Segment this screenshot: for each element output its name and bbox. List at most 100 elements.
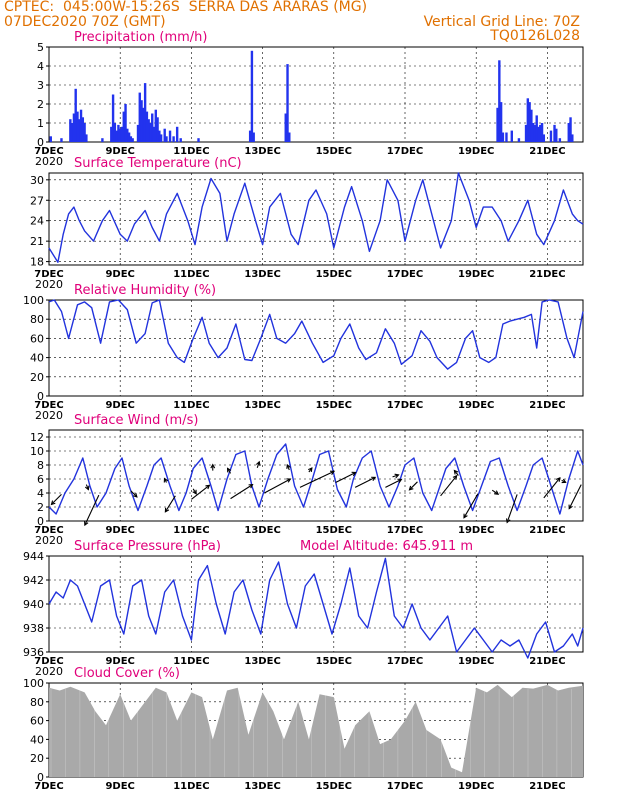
wind-arrow	[543, 477, 561, 499]
x-tick-label: 9DEC	[105, 400, 134, 411]
precip-bar	[163, 128, 166, 142]
precip-bar	[499, 102, 503, 142]
precip-bar	[124, 104, 127, 142]
x-tick-label: 13DEC	[244, 781, 280, 792]
x-tick-label: 19DEC	[458, 269, 494, 280]
wind-arrowhead	[371, 476, 377, 481]
precip-bar	[567, 123, 570, 142]
precip-bar	[147, 119, 150, 142]
wind-arrow	[506, 494, 518, 523]
series-line	[48, 299, 584, 370]
x-tick-label: 7DEC	[34, 146, 63, 157]
panel-frame	[48, 429, 584, 522]
precip-bar	[172, 136, 175, 142]
precip-bar	[110, 126, 113, 142]
x-tick-label: 11DEC	[173, 656, 209, 667]
x-tick-label: 15DEC	[316, 146, 352, 157]
wind-arrow	[568, 484, 582, 509]
wind-arrow	[264, 478, 291, 494]
precip-bar	[175, 126, 179, 142]
wind-arrowhead	[394, 473, 400, 479]
y-tick-label: 20	[30, 752, 44, 765]
precip-bar	[136, 124, 140, 142]
wind-arrow	[491, 489, 499, 495]
precip-bar	[69, 119, 72, 142]
wind-arrowhead	[248, 483, 254, 489]
header-station-line: CPTEC: 045:00W-15:26S SERRA DAS ARARAS (…	[4, 0, 368, 15]
y-tick-label: 944	[23, 550, 44, 563]
precip-bar	[498, 60, 501, 142]
precip-bar	[571, 134, 574, 142]
x-tick-label: 17DEC	[387, 400, 423, 411]
precip-bar	[145, 111, 149, 142]
y-tick-label: 24	[30, 215, 44, 228]
y-tick-label: 938	[23, 622, 44, 635]
wind-arrowhead	[561, 478, 567, 484]
y-tick-label: 940	[23, 598, 44, 611]
precip-bar	[250, 50, 254, 142]
precip-bar	[126, 128, 129, 142]
x-tick-label: 15DEC	[316, 269, 352, 280]
precip-bar	[142, 107, 145, 142]
wind-arrowhead	[163, 477, 169, 483]
y-tick-label: 4	[37, 60, 44, 73]
y-tick-label: 40	[30, 352, 44, 365]
precip-bar	[496, 107, 499, 142]
x-tick-label: 19DEC	[458, 781, 494, 792]
y-tick-label: 6	[37, 473, 44, 486]
precip-bar	[165, 136, 168, 142]
wind-arrow	[51, 494, 62, 505]
panel-annotation: Model Altitude: 645.911 m	[300, 539, 473, 554]
y-tick-label: 40	[30, 733, 44, 746]
x-tick-label: 13DEC	[244, 525, 280, 536]
y-tick-label: 100	[23, 294, 44, 307]
header-grid-line: Vertical Grid Line: 70Z	[423, 14, 580, 30]
header-model-id: TQ0126L028	[490, 28, 580, 44]
precip-bar	[505, 132, 508, 142]
x-tick-label: 13DEC	[244, 400, 280, 411]
x-tick-label: 19DEC	[458, 525, 494, 536]
precip-bar	[535, 115, 538, 142]
wind-arrow	[230, 484, 253, 500]
x-year-label: 2020	[35, 534, 63, 547]
series-line	[48, 172, 584, 263]
y-tick-label: 27	[30, 194, 44, 207]
y-tick-label: 3	[37, 79, 44, 92]
wind-arrowhead	[463, 513, 468, 519]
panel-frame	[48, 172, 584, 266]
x-tick-label: 7DEC	[34, 781, 63, 792]
precip-bar	[539, 124, 542, 142]
precip-bar	[533, 124, 537, 142]
y-tick-label: 20	[30, 371, 44, 384]
precip-bar	[152, 126, 156, 142]
x-tick-label: 15DEC	[316, 525, 352, 536]
precip-bar	[531, 123, 535, 142]
precip-bar	[78, 119, 81, 142]
x-tick-label: 7DEC	[34, 525, 63, 536]
x-tick-label: 9DEC	[105, 146, 134, 157]
x-year-label: 2020	[35, 409, 63, 422]
precip-bar	[140, 100, 143, 142]
x-tick-label: 17DEC	[387, 781, 423, 792]
precip-bar	[537, 126, 540, 142]
wind-arrowhead	[192, 489, 197, 495]
panel-title: Surface Pressure (hPa)	[74, 539, 221, 554]
x-tick-label: 11DEC	[173, 400, 209, 411]
precip-bar	[85, 134, 88, 142]
precip-bar	[49, 136, 52, 142]
precip-bar	[179, 138, 182, 142]
precip-bar	[151, 113, 154, 142]
wind-arrow	[335, 472, 356, 483]
wind-arrowhead	[329, 470, 336, 475]
x-tick-label: 9DEC	[105, 781, 134, 792]
x-tick-label: 17DEC	[387, 146, 423, 157]
wind-arrowhead	[505, 518, 511, 524]
precip-bar	[129, 136, 133, 142]
y-tick-label: 942	[23, 574, 44, 587]
wind-arrowhead	[286, 478, 292, 483]
x-tick-label: 13DEC	[244, 656, 280, 667]
series-line	[48, 443, 584, 515]
precip-bar	[558, 138, 562, 142]
x-tick-label: 15DEC	[316, 781, 352, 792]
